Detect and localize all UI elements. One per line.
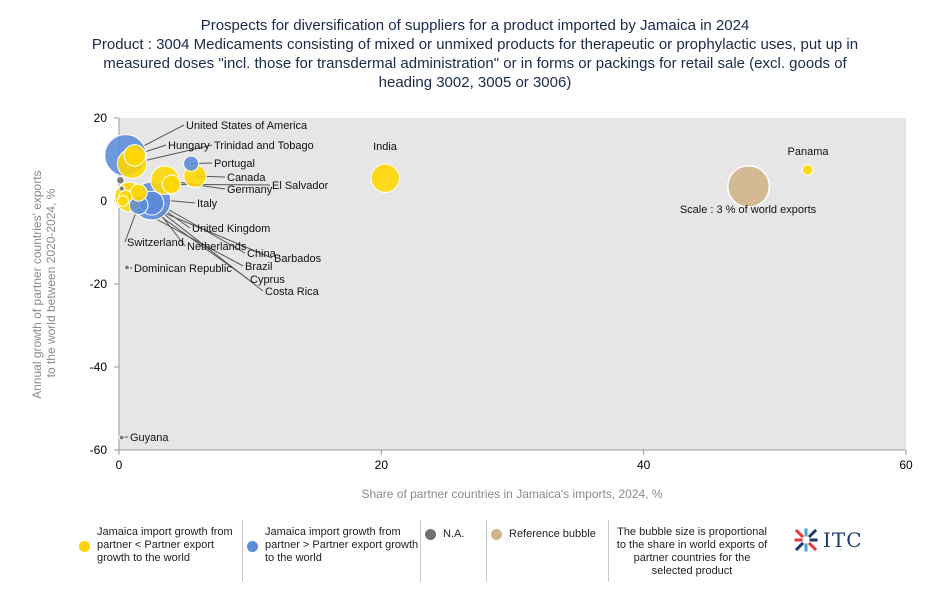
y-tick-label: 0 xyxy=(100,194,107,208)
x-tick-label: 0 xyxy=(116,458,123,472)
point-label: Panama xyxy=(788,146,830,158)
reference-bubble xyxy=(727,164,771,209)
bubble-dominican-republic[interactable] xyxy=(123,264,130,271)
reference-bubble-label: Scale : 3 % of world exports xyxy=(680,204,817,216)
y-tick-label: -60 xyxy=(90,443,108,457)
point-label: Barbados xyxy=(274,253,322,265)
point-label: Trinidad and Tobago xyxy=(214,140,314,152)
bubble-costa-rica[interactable] xyxy=(116,175,125,185)
legend-reference-marker xyxy=(491,529,502,540)
legend-blue-marker xyxy=(247,541,258,552)
point-label: El Salvador xyxy=(272,180,329,192)
point-label: Costa Rica xyxy=(265,286,320,298)
bubble-brazil[interactable] xyxy=(117,195,129,207)
legend-na-marker xyxy=(425,529,436,540)
point-label: United States of America xyxy=(186,120,308,132)
x-tick-label: 40 xyxy=(637,458,651,472)
legend-yellow-label: Jamaica import growth from partner < Par… xyxy=(97,526,233,564)
point-labels: United States of America Hungary Trinidad … xyxy=(127,120,829,444)
point-label: Canada xyxy=(227,172,266,184)
point-label: Cyprus xyxy=(250,274,285,286)
bubble-panama[interactable] xyxy=(801,164,814,176)
point-label: Hungary xyxy=(168,140,210,152)
x-tick-label: 20 xyxy=(375,458,389,472)
bubble-cyprus[interactable] xyxy=(118,185,125,192)
legend-na-label: N.A. xyxy=(443,528,465,540)
point-label: Guyana xyxy=(130,432,169,444)
title-line-4: heading 3002, 3005 or 3006) xyxy=(378,74,572,91)
y-tick-label: 20 xyxy=(94,111,108,125)
legend-reference-label: Reference bubble xyxy=(509,528,596,540)
bubble-guyana[interactable] xyxy=(118,434,125,441)
itc-logo-icon xyxy=(794,528,818,552)
x-axis-title: Share of partner countries in Jamaica's … xyxy=(361,487,662,501)
legend-item-yellow: Jamaica import growth from partner < Par… xyxy=(75,520,243,582)
bubbles xyxy=(104,134,814,441)
chart-title: Prospects for diversification of supplie… xyxy=(0,16,950,92)
point-label: Switzerland xyxy=(127,237,184,249)
point-label: Netherlands xyxy=(187,241,247,253)
y-tick-label: -40 xyxy=(90,360,108,374)
legend-item-reference: Reference bubble xyxy=(487,520,609,582)
y-tick-label: -20 xyxy=(90,277,108,291)
y-axis-title-line-1: Annual growth of partner countries' expo… xyxy=(30,170,44,398)
y-axis-title: Annual growth of partner countries' expo… xyxy=(30,167,58,399)
point-label: Dominican Republic xyxy=(134,263,232,275)
x-tick-label: 60 xyxy=(899,458,913,472)
title-line-1: Prospects for diversification of supplie… xyxy=(200,17,750,34)
itc-logo-text: ITC xyxy=(823,528,863,552)
bubble-hungary[interactable] xyxy=(123,144,146,167)
itc-logo: ITC xyxy=(793,524,863,556)
legend-size-note: The bubble size is proportional to the s… xyxy=(616,526,768,577)
legend-item-blue: Jamaica import growth from partner > Par… xyxy=(243,520,421,582)
point-label: Italy xyxy=(197,198,218,210)
bubble-china[interactable] xyxy=(129,183,148,202)
title-line-3: measured doses "incl. those for transder… xyxy=(103,55,847,72)
legend-item-na: N.A. xyxy=(421,520,487,582)
y-axis-title-line-2: to the world between 2020-2024, % xyxy=(44,188,58,377)
bubble-india[interactable] xyxy=(370,163,400,193)
point-label: United Kingdom xyxy=(192,223,270,235)
point-label: Brazil xyxy=(245,261,273,273)
bubble-el-salvador[interactable] xyxy=(161,174,182,195)
legend-blue-label: Jamaica import growth from partner > Par… xyxy=(265,526,419,564)
legend: Jamaica import growth from partner < Par… xyxy=(75,520,775,582)
point-label: India xyxy=(373,141,398,153)
point-label: China xyxy=(247,248,277,260)
point-label: Germany xyxy=(227,184,273,196)
plot-area xyxy=(119,118,906,450)
bubble-portugal[interactable] xyxy=(183,155,200,172)
point-label: Portugal xyxy=(214,158,255,170)
title-line-2: Product : 3004 Medicaments consisting of… xyxy=(91,36,859,53)
legend-yellow-marker xyxy=(79,541,90,552)
